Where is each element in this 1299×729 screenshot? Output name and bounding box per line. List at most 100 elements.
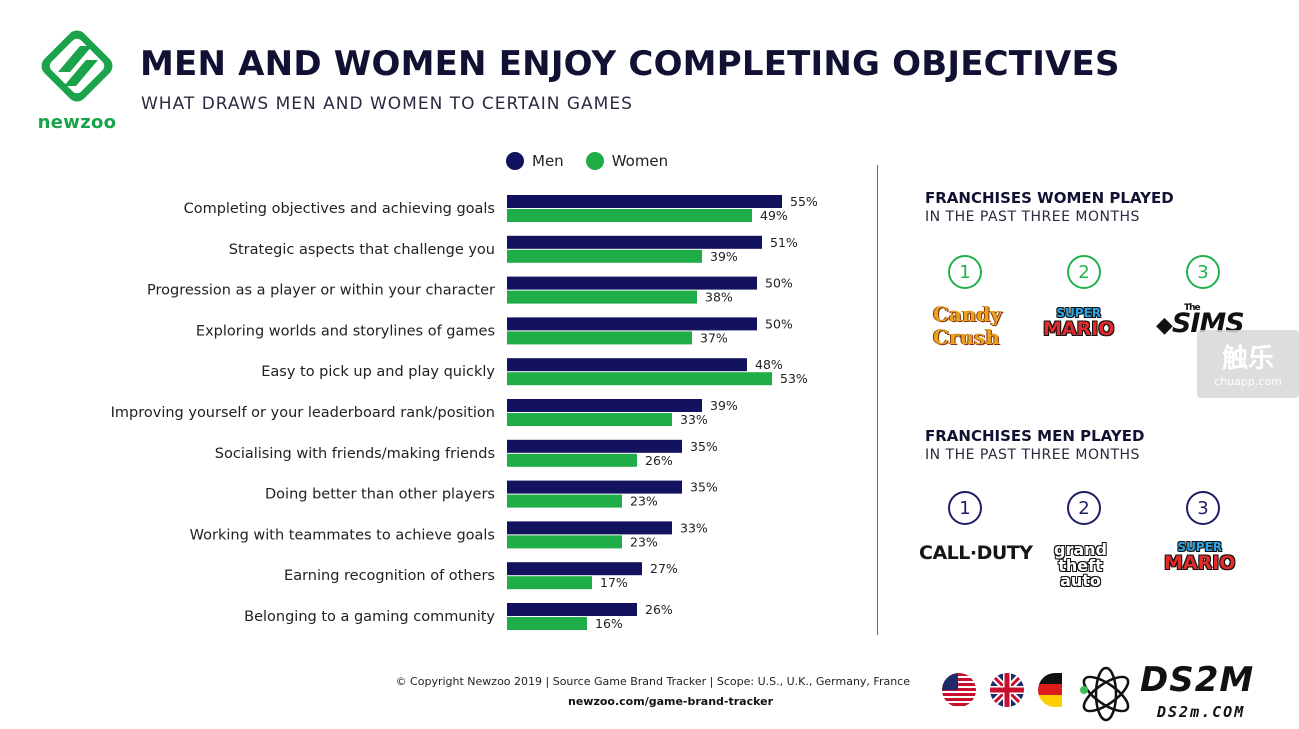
data-label-women: 17% [600,575,628,590]
bar-women [507,372,772,386]
men-rank-1: 1 [948,491,982,525]
tracker-url[interactable]: newzoo.com/game-brand-tracker [568,695,774,708]
bar-men [507,562,642,576]
data-label-women: 23% [630,534,658,549]
chart-legend: Men Women [506,152,682,170]
data-label-women: 38% [705,290,733,305]
bar-men [507,317,757,331]
bar-women [507,535,622,549]
bar-men [507,235,762,249]
men-franchises-heading: FRANCHISES MEN PLAYED [925,427,1145,445]
data-label-women: 16% [595,616,623,631]
data-label-men: 26% [645,602,673,617]
legend-item-women: Women [585,152,669,170]
data-label-women: 23% [630,494,658,509]
category-label: Exploring worlds and storylines of games [196,323,495,339]
bar-women [507,331,692,345]
data-label-women: 33% [680,412,708,427]
data-label-men: 35% [690,439,718,454]
category-label: Doing better than other players [265,487,495,503]
data-label-men: 50% [765,276,793,291]
men-rank-2: 2 [1067,491,1101,525]
legend-item-men: Men [506,152,564,170]
newzoo-logo: newzoo [34,28,120,133]
germany-flag-icon [1038,673,1062,707]
page-subtitle: WHAT DRAWS MEN AND WOMEN TO CERTAIN GAME… [141,94,633,114]
bar-men [507,195,782,208]
super-mario-logo-men: SUPER MARIO [1164,541,1235,573]
category-label: Improving yourself or your leaderboard r… [111,405,495,421]
gta-line1: grand [1054,540,1107,559]
women-rank-3: 3 [1186,255,1220,289]
uk-flag-icon [990,673,1024,707]
category-label: Completing objectives and achieving goal… [184,201,495,217]
data-label-women: 53% [780,371,808,386]
the-sims-the: The [1184,303,1201,313]
gta-line2: theft [1058,555,1103,575]
data-label-men: 55% [790,194,818,209]
bar-women [507,453,637,467]
women-rank-1: 1 [948,255,982,289]
the-sims-logo: The ◆SIMS [1156,304,1245,338]
category-label: Progression as a player or within your c… [147,283,495,299]
super-mario-logo-women: SUPER MARIO [1043,307,1114,339]
ds2m-logo-text: DS2M [1140,660,1255,700]
data-label-men: 51% [770,235,798,250]
women-rank-2: 2 [1067,255,1101,289]
data-label-women: 49% [760,208,788,223]
super-mario-super-men: SUPER [1177,540,1223,554]
legend-swatch-men [506,152,524,170]
super-mario-name: MARIO [1043,318,1115,340]
logo-wordmark: newzoo [37,112,117,133]
ds2m-url: DS2m.COM [1157,703,1246,721]
legend-label-women: Women [611,152,669,170]
candy-crush-line1: Candy [933,302,1003,326]
category-label: Earning recognition of others [284,568,495,584]
candy-crush-line2: Crush [933,325,1000,349]
bar-women [507,413,672,426]
data-label-women: 39% [710,249,738,264]
category-label: Belonging to a gaming community [244,609,495,625]
legend-label-men: Men [532,152,564,170]
data-label-women: 26% [645,453,673,468]
bar-men [507,439,682,453]
data-label-men: 33% [680,520,708,535]
men-franchises-subheading: IN THE PAST THREE MONTHS [925,447,1140,463]
bar-women [507,290,697,304]
category-label: Working with teammates to achieve goals [190,527,495,543]
bar-men [507,603,637,616]
bar-women [507,209,752,222]
copyright-text: © Copyright Newzoo 2019 | Source Game Br… [395,675,910,688]
plumbob-icon: ◆ [1156,313,1173,338]
data-label-men: 48% [755,357,783,372]
men-rank-3: 3 [1186,491,1220,525]
bar-women [507,576,592,590]
bar-men [507,480,682,494]
legend-swatch-women [585,152,604,170]
bar-men [507,358,747,372]
page-title: MEN AND WOMEN ENJOY COMPLETING OBJECTIVE… [140,44,1120,84]
watermark-big: 触乐 [1221,344,1274,374]
super-mario-name-men: MARIO [1164,552,1236,574]
us-flag-icon [942,673,976,707]
gta-line3: auto [1060,571,1101,591]
bar-women [507,494,622,508]
divider [877,165,878,635]
women-franchises-subheading: IN THE PAST THREE MONTHS [925,209,1140,225]
watermark-small: chuapp.com [1214,375,1282,388]
women-franchises-heading: FRANCHISES WOMEN PLAYED [925,189,1174,207]
gta-logo: grand theft auto [1054,542,1107,589]
data-label-men: 50% [765,316,793,331]
bar-men [507,399,702,412]
super-mario-super: SUPER [1056,306,1102,320]
category-label: Socialising with friends/making friends [215,446,495,462]
candy-crush-logo: Candy Crush [933,302,1003,349]
bar-chart: Completing objectives and achieving goal… [111,194,818,631]
category-label: Easy to pick up and play quickly [261,364,495,380]
data-label-men: 39% [710,398,738,413]
chuapp-watermark: 触乐 chuapp.com [1197,330,1299,398]
newzoo-logo-icon [41,30,113,102]
data-label-women: 37% [700,330,728,345]
bar-men [507,276,757,290]
bar-men [507,521,672,535]
